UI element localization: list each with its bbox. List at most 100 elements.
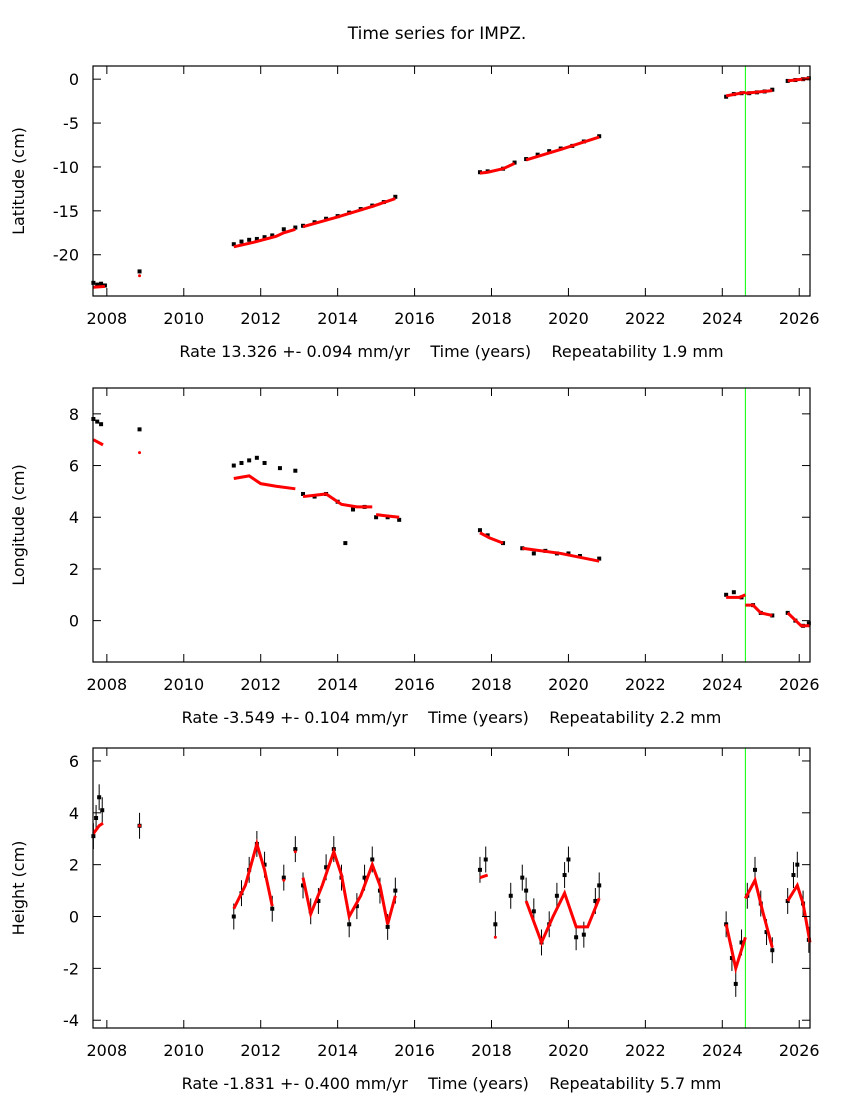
observation-point xyxy=(806,621,811,626)
x-tick-label: 2016 xyxy=(394,1041,435,1060)
y-tick-label: 8 xyxy=(69,405,79,424)
panel-1: 2008 2010 2012 2014 2016 2018 2020 2022 2024 2026… xyxy=(9,65,820,361)
x-tick-label: 2024 xyxy=(702,1041,743,1060)
x-tick-label: 2010 xyxy=(163,675,204,694)
observation-point xyxy=(531,909,536,914)
observation-point xyxy=(385,924,390,929)
x-tick-label: 2022 xyxy=(625,675,666,694)
observation-point xyxy=(231,242,236,247)
observation-point xyxy=(293,225,298,230)
y-tick-label: 0 xyxy=(69,908,79,927)
model-curve xyxy=(479,531,504,545)
observation-point xyxy=(593,898,598,903)
observation-point xyxy=(374,515,379,520)
y-tick-label: -5 xyxy=(63,114,79,133)
y-tick-label: 2 xyxy=(69,560,79,579)
model-point xyxy=(282,878,286,882)
y-axis-label: Longitude (cm) xyxy=(9,464,28,586)
plot-frame xyxy=(92,747,811,1029)
x-tick-label: 2014 xyxy=(317,1041,358,1060)
model-curve xyxy=(233,474,296,491)
x-tick-label: 2018 xyxy=(471,309,512,328)
model-curve xyxy=(745,89,773,95)
x-tick-label: 2026 xyxy=(779,1041,820,1060)
observation-point xyxy=(95,419,100,424)
y-tick-label: -15 xyxy=(53,202,79,221)
y-axis-label: Height (cm) xyxy=(9,841,28,936)
model-curve xyxy=(302,197,396,229)
observation-point xyxy=(397,517,402,522)
observation-point xyxy=(231,463,236,468)
observation-point xyxy=(293,847,298,852)
observation-point xyxy=(247,458,252,463)
observation-point xyxy=(270,233,275,238)
observation-point xyxy=(795,862,800,867)
panel-2: 2008 2010 2012 2014 2016 2018 2020 2022 2024 2026… xyxy=(9,387,820,727)
observation-point xyxy=(316,898,321,903)
model-point xyxy=(293,850,297,854)
observation-point xyxy=(281,875,286,880)
y-axis-label: Latitude (cm) xyxy=(9,127,28,235)
x-tick-label: 2012 xyxy=(240,675,281,694)
panel-3: 2008 2010 2012 2014 2016 2018 2020 2022 2024 2026… xyxy=(9,747,820,1093)
observation-point xyxy=(731,590,736,595)
observation-point xyxy=(512,160,517,165)
observation-point xyxy=(770,948,775,953)
observation-point xyxy=(566,551,571,556)
observation-point xyxy=(99,281,104,286)
observation-point xyxy=(562,873,567,878)
observation-point xyxy=(270,906,275,911)
y-tick-label: -4 xyxy=(63,1011,79,1030)
observation-point xyxy=(351,507,356,512)
observation-point xyxy=(262,235,267,240)
model-curve xyxy=(786,881,812,943)
observation-point xyxy=(724,592,729,597)
model-curve xyxy=(745,603,773,617)
x-tick-label: 2022 xyxy=(625,1041,666,1060)
y-tick-label: 4 xyxy=(69,508,79,527)
model-curve xyxy=(479,873,489,880)
observation-point xyxy=(554,893,559,898)
y-tick-label: 6 xyxy=(69,752,79,771)
observation-point xyxy=(393,888,398,893)
observation-point xyxy=(354,904,359,909)
y-tick-label: -20 xyxy=(53,246,79,265)
observation-point xyxy=(724,94,729,99)
observation-point xyxy=(343,541,348,546)
observation-point xyxy=(752,867,757,872)
observation-point xyxy=(97,795,102,800)
y-tick-label: 6 xyxy=(69,457,79,476)
model-curve xyxy=(233,227,296,249)
x-tick-label: 2008 xyxy=(86,675,127,694)
observation-point xyxy=(483,857,488,862)
x-tick-label: 2014 xyxy=(317,675,358,694)
observation-point xyxy=(239,460,244,465)
model-point xyxy=(493,935,497,939)
observation-point xyxy=(347,922,352,927)
observation-point xyxy=(729,956,734,960)
model-curve xyxy=(93,284,106,289)
x-tick-label: 2020 xyxy=(548,309,589,328)
observation-point xyxy=(293,468,298,473)
observation-point xyxy=(493,922,498,927)
observation-point xyxy=(239,239,244,244)
observation-point xyxy=(137,269,142,274)
observation-point xyxy=(597,134,602,139)
model-curve xyxy=(786,611,810,628)
model-point xyxy=(138,451,142,455)
x-tick-label: 2014 xyxy=(317,309,358,328)
observation-point xyxy=(100,808,105,813)
observation-point xyxy=(477,528,482,533)
x-tick-label: 2024 xyxy=(702,675,743,694)
plot-frame xyxy=(92,387,811,663)
observation-point xyxy=(524,888,529,893)
x-tick-label: 2026 xyxy=(779,675,820,694)
observation-point xyxy=(301,883,306,888)
model-curve xyxy=(232,838,274,910)
observation-point xyxy=(247,237,252,242)
observation-point xyxy=(137,427,142,432)
model-curve xyxy=(522,546,600,563)
x-tick-label: 2018 xyxy=(471,675,512,694)
model-curve xyxy=(725,90,746,98)
observation-point xyxy=(739,940,744,945)
